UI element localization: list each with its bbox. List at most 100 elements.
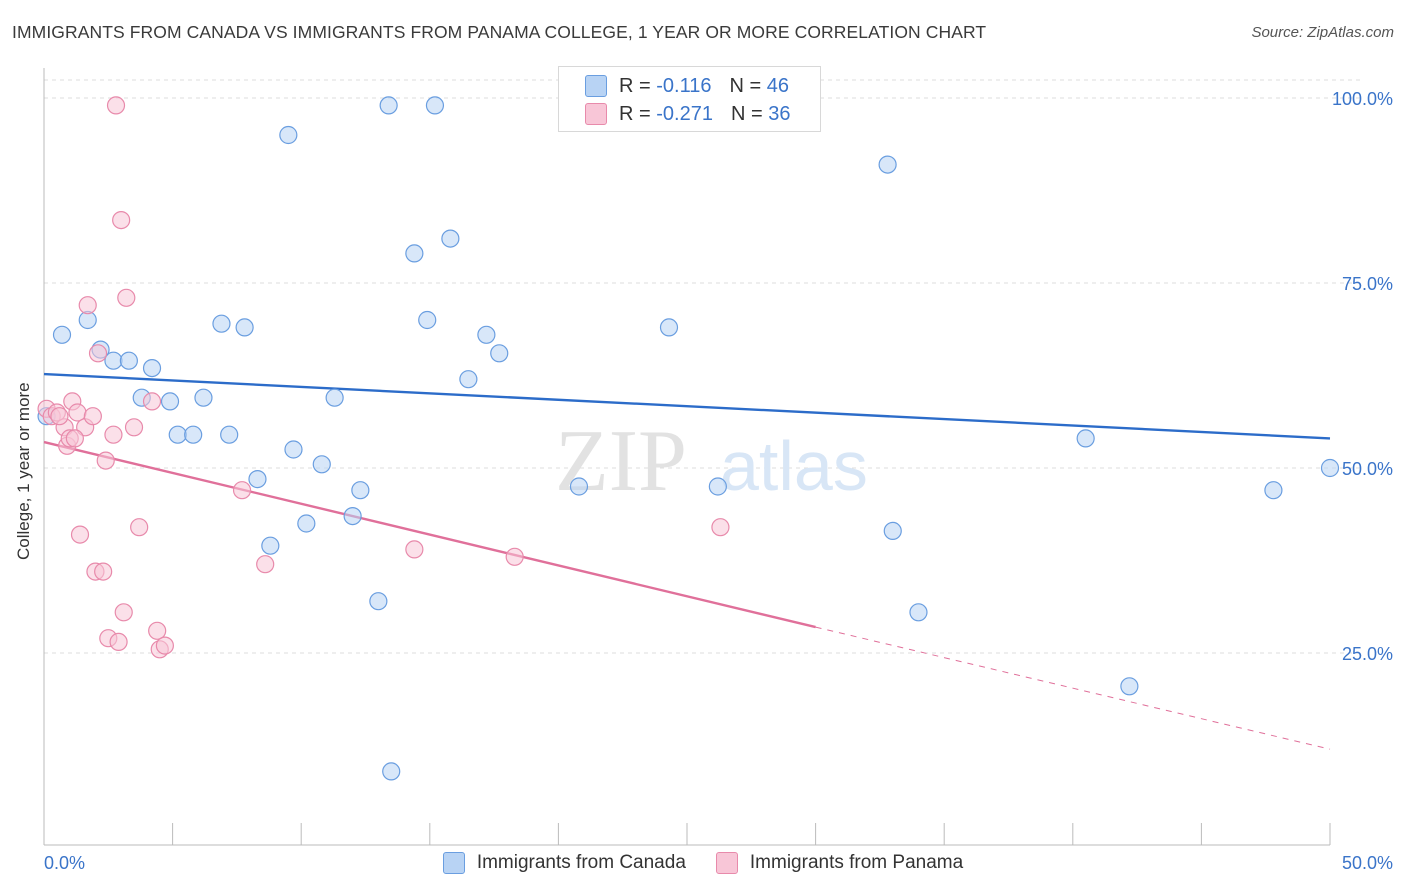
legend-n-label: N = (730, 102, 763, 125)
legend-n-panama: 36 (768, 102, 791, 125)
axes (43, 68, 1331, 846)
legend-item-canada[interactable]: Immigrants from Canada (442, 852, 686, 874)
watermark-atlas: atlas (720, 427, 868, 505)
legend-swatch-panama (715, 852, 738, 874)
legend-row-canada: R = -0.116 N = 46 (585, 73, 789, 99)
data-point-panama (70, 525, 90, 544)
data-point-canada (212, 314, 231, 333)
y-tick-label: 25.0% (1342, 644, 1393, 664)
data-point-canada (659, 318, 679, 337)
data-point-panama (96, 451, 115, 470)
data-point-canada (235, 318, 254, 337)
legend-r-panama: -0.271 (656, 102, 713, 125)
series-legend: Immigrants from Canada Immigrants from P… (0, 852, 1406, 874)
watermark-zip: ZIP (555, 413, 687, 510)
data-point-panama (256, 555, 275, 574)
legend-r-label: R = (619, 102, 651, 125)
data-point-panama (83, 407, 102, 426)
data-point-canada (297, 514, 316, 533)
tick-labels: 25.0% 50.0% 75.0% 100.0% 0.0% 50.0% (44, 89, 1393, 873)
trend-line-panama (43, 440, 816, 629)
data-point-panama (505, 547, 524, 566)
grid-lines (44, 79, 1360, 654)
legend-r-label: R = (619, 74, 651, 97)
data-point-canada (459, 370, 478, 389)
correlation-legend: R = -0.116 N = 46 R = -0.271 N = 36 (558, 66, 821, 132)
data-point-panama (104, 425, 123, 444)
legend-label-canada: Immigrants from Canada (476, 852, 686, 873)
x-tick-label-min: 0.0% (44, 853, 85, 873)
data-point-canada (418, 310, 437, 330)
legend-label-panama: Immigrants from Panama (749, 852, 964, 873)
data-point-canada (1076, 429, 1095, 448)
data-point-canada (194, 388, 213, 407)
data-point-canada (312, 455, 331, 474)
legend-r-canada: -0.116 (656, 74, 712, 97)
data-point-canada (52, 325, 72, 344)
data-point-canada (883, 521, 902, 541)
x-tick-label-max: 50.0% (1342, 853, 1393, 873)
data-point-panama (405, 540, 424, 559)
data-point-panama (232, 481, 252, 500)
legend-n-canada: 46 (766, 74, 789, 97)
trend-line-panama-extension (815, 626, 1331, 750)
data-point-canada (569, 477, 589, 496)
data-point-panama (94, 562, 113, 581)
data-point-canada (379, 96, 398, 115)
data-point-canada (708, 477, 727, 496)
legend-item-panama[interactable]: Immigrants from Panama (715, 852, 964, 874)
data-point-panama (50, 407, 69, 426)
data-point-canada (261, 536, 280, 555)
data-point-panama (78, 296, 97, 315)
data-point-canada (878, 155, 897, 174)
data-point-panama (65, 429, 84, 448)
data-point-panama (88, 344, 108, 363)
data-point-panama (106, 96, 126, 115)
data-point-panama (148, 621, 167, 640)
legend-swatch-panama (585, 103, 607, 125)
trend-line-canada (43, 372, 1331, 440)
data-point-canada (168, 425, 187, 444)
data-point-canada (142, 359, 162, 378)
data-point-canada (1264, 481, 1283, 500)
data-points (37, 96, 1340, 781)
legend-swatch-canada (442, 852, 465, 874)
source-label: Source: ZipAtlas.com (1251, 24, 1394, 41)
data-point-panama (124, 418, 144, 437)
data-point-canada (248, 470, 267, 489)
data-point-canada (1120, 677, 1139, 696)
data-point-canada (441, 229, 460, 248)
legend-row-panama: R = -0.271 N = 36 (585, 101, 790, 127)
trend-lines (43, 372, 1331, 750)
data-point-canada (220, 425, 239, 444)
data-point-canada (184, 425, 203, 444)
chart-title: IMMIGRANTS FROM CANADA VS IMMIGRANTS FRO… (12, 22, 987, 42)
data-point-canada (425, 96, 445, 115)
data-point-canada (119, 351, 138, 370)
y-tick-label: 50.0% (1342, 459, 1393, 479)
data-point-canada (325, 388, 344, 407)
legend-n-label: N = (729, 74, 762, 97)
data-point-canada (369, 592, 388, 611)
data-point-canada (909, 603, 928, 622)
data-point-canada (351, 481, 370, 500)
watermark: ZIP atlas (555, 413, 868, 510)
data-point-canada (160, 392, 180, 411)
data-point-canada (490, 344, 509, 363)
data-point-canada (477, 325, 496, 344)
data-point-panama (142, 392, 162, 411)
data-point-canada (284, 440, 303, 459)
data-point-canada (104, 351, 123, 370)
data-point-canada (382, 762, 401, 781)
data-point-canada (1320, 458, 1340, 478)
data-point-panama (130, 518, 149, 537)
data-point-canada (279, 125, 298, 145)
y-tick-label: 75.0% (1342, 274, 1393, 294)
data-point-panama (711, 518, 730, 537)
data-point-canada (405, 244, 424, 263)
data-point-panama (114, 603, 133, 622)
data-point-panama (112, 211, 131, 230)
data-point-canada (343, 506, 362, 526)
data-point-panama (155, 636, 174, 655)
